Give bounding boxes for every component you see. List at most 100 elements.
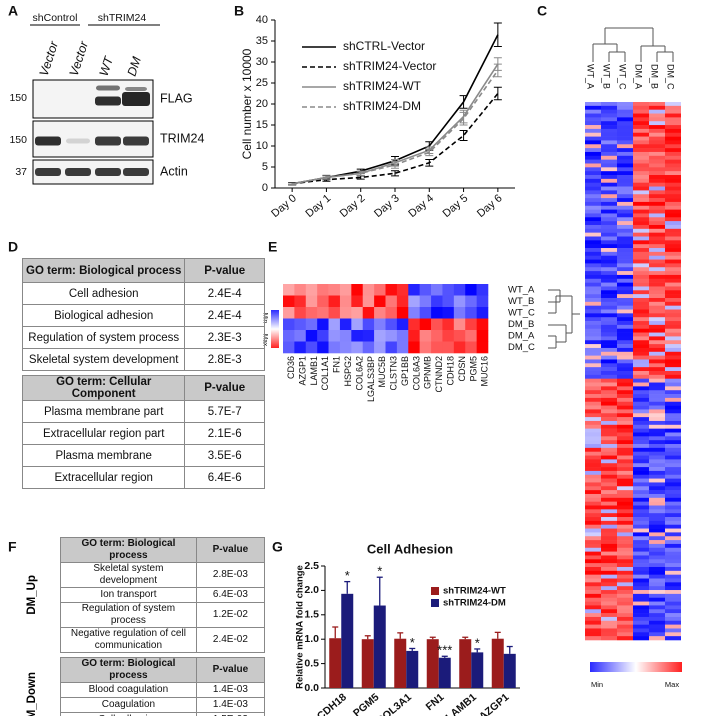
heat-cell (665, 428, 681, 433)
heat-cell (601, 198, 617, 203)
heat-cell (617, 171, 633, 176)
heat-cell (649, 259, 665, 264)
heat-cell (665, 244, 681, 249)
band (123, 168, 149, 176)
heat-cell (408, 295, 420, 308)
heat-cell (601, 363, 617, 368)
heat-cell (617, 543, 633, 549)
heat-cell (649, 271, 665, 276)
heat-cell (633, 336, 649, 341)
y-axis-label: Cell number x 10000 (240, 48, 254, 159)
heat-cell (633, 159, 649, 164)
heat-cell (617, 605, 633, 610)
band (66, 138, 90, 144)
heat-cell (649, 551, 665, 556)
table-cell: 1.4E-03 (195, 682, 266, 698)
heat-cell (305, 307, 318, 319)
heat-cell (633, 509, 649, 514)
heat-cell (601, 344, 617, 349)
heat-cell (649, 628, 665, 633)
heat-cell (601, 282, 617, 287)
heat-cell (633, 582, 649, 587)
heat-cell (617, 309, 633, 314)
heat-cell (665, 132, 681, 137)
heat-cell (294, 330, 307, 342)
heat-cell (633, 151, 649, 157)
legend-label: shTRIM24-DM (443, 598, 506, 609)
heat-cell (374, 307, 386, 319)
heat-cell (617, 359, 633, 364)
mw-marker: 150 (9, 92, 27, 104)
gene-label: FN1 (332, 356, 342, 373)
heat-cell (665, 374, 681, 379)
heat-cell (585, 371, 601, 376)
heat-cell (617, 397, 633, 403)
heat-cell (617, 274, 633, 280)
lane-label: Vector (37, 39, 62, 78)
heat-cell (601, 102, 617, 107)
heat-cell (665, 436, 681, 441)
heat-cell (585, 117, 601, 122)
heat-cell (649, 417, 665, 422)
heat-cell (649, 444, 665, 449)
heat-cell (601, 566, 617, 572)
heat-cell (585, 209, 601, 214)
heat-cell (585, 267, 601, 272)
panel-label: B (234, 3, 244, 19)
heat-cell (649, 121, 665, 126)
heat-cell (617, 332, 633, 337)
heat-cell (585, 201, 601, 207)
heat-cell (633, 632, 649, 637)
heat-cell (601, 113, 617, 118)
y-tick-label: 2.5 (304, 560, 319, 572)
heat-cell (633, 155, 649, 160)
heat-cell (351, 330, 364, 342)
heat-cell (617, 524, 633, 529)
heat-cell (601, 201, 617, 207)
heat-cell (649, 201, 665, 207)
heat-cell (601, 290, 617, 295)
y-tick-label: 2.0 (304, 584, 319, 596)
gene-label: HSPG2 (343, 356, 353, 387)
heat-cell (633, 624, 649, 629)
heat-cell (665, 467, 681, 472)
heat-cell (601, 444, 617, 449)
header-cell: GO term: Biological process (60, 537, 197, 563)
dendrogram (548, 289, 580, 349)
table-cell: Biological adhesion (21, 304, 186, 327)
y-tick-label: 0.5 (304, 657, 319, 669)
heat-cell (585, 347, 601, 353)
heat-cell (665, 301, 681, 306)
heat-cell (585, 244, 601, 249)
heat-cell (665, 205, 681, 210)
heat-cell (633, 217, 649, 222)
heat-cell (633, 478, 649, 483)
heat-cell (601, 613, 617, 618)
heat-cell (633, 102, 649, 107)
heat-cell (665, 371, 681, 376)
heat-cell (649, 405, 665, 410)
heat-cell (601, 367, 617, 372)
heat-cell (649, 574, 665, 579)
heat-cell (665, 113, 681, 118)
heat-cell (585, 493, 601, 499)
mw-marker: 150 (9, 134, 27, 146)
gene-label: GP1BB (400, 356, 410, 386)
heat-cell (585, 390, 601, 395)
heat-cell (617, 509, 633, 514)
row-label: DM_C (508, 342, 535, 353)
heat-cell (649, 313, 665, 318)
heat-cell (317, 330, 329, 342)
column-label: DM_C (666, 64, 676, 90)
heat-cell (665, 267, 681, 272)
heat-cell (601, 321, 617, 326)
heat-cell (617, 463, 633, 468)
heat-cell (601, 274, 617, 280)
heat-cell (633, 428, 649, 433)
heat-cell (585, 444, 601, 449)
heat-cell (585, 232, 601, 237)
heat-cell (665, 532, 681, 537)
heat-cell (665, 386, 681, 391)
heat-cell (601, 413, 617, 418)
table-cell: 2.4E-02 (195, 627, 266, 653)
